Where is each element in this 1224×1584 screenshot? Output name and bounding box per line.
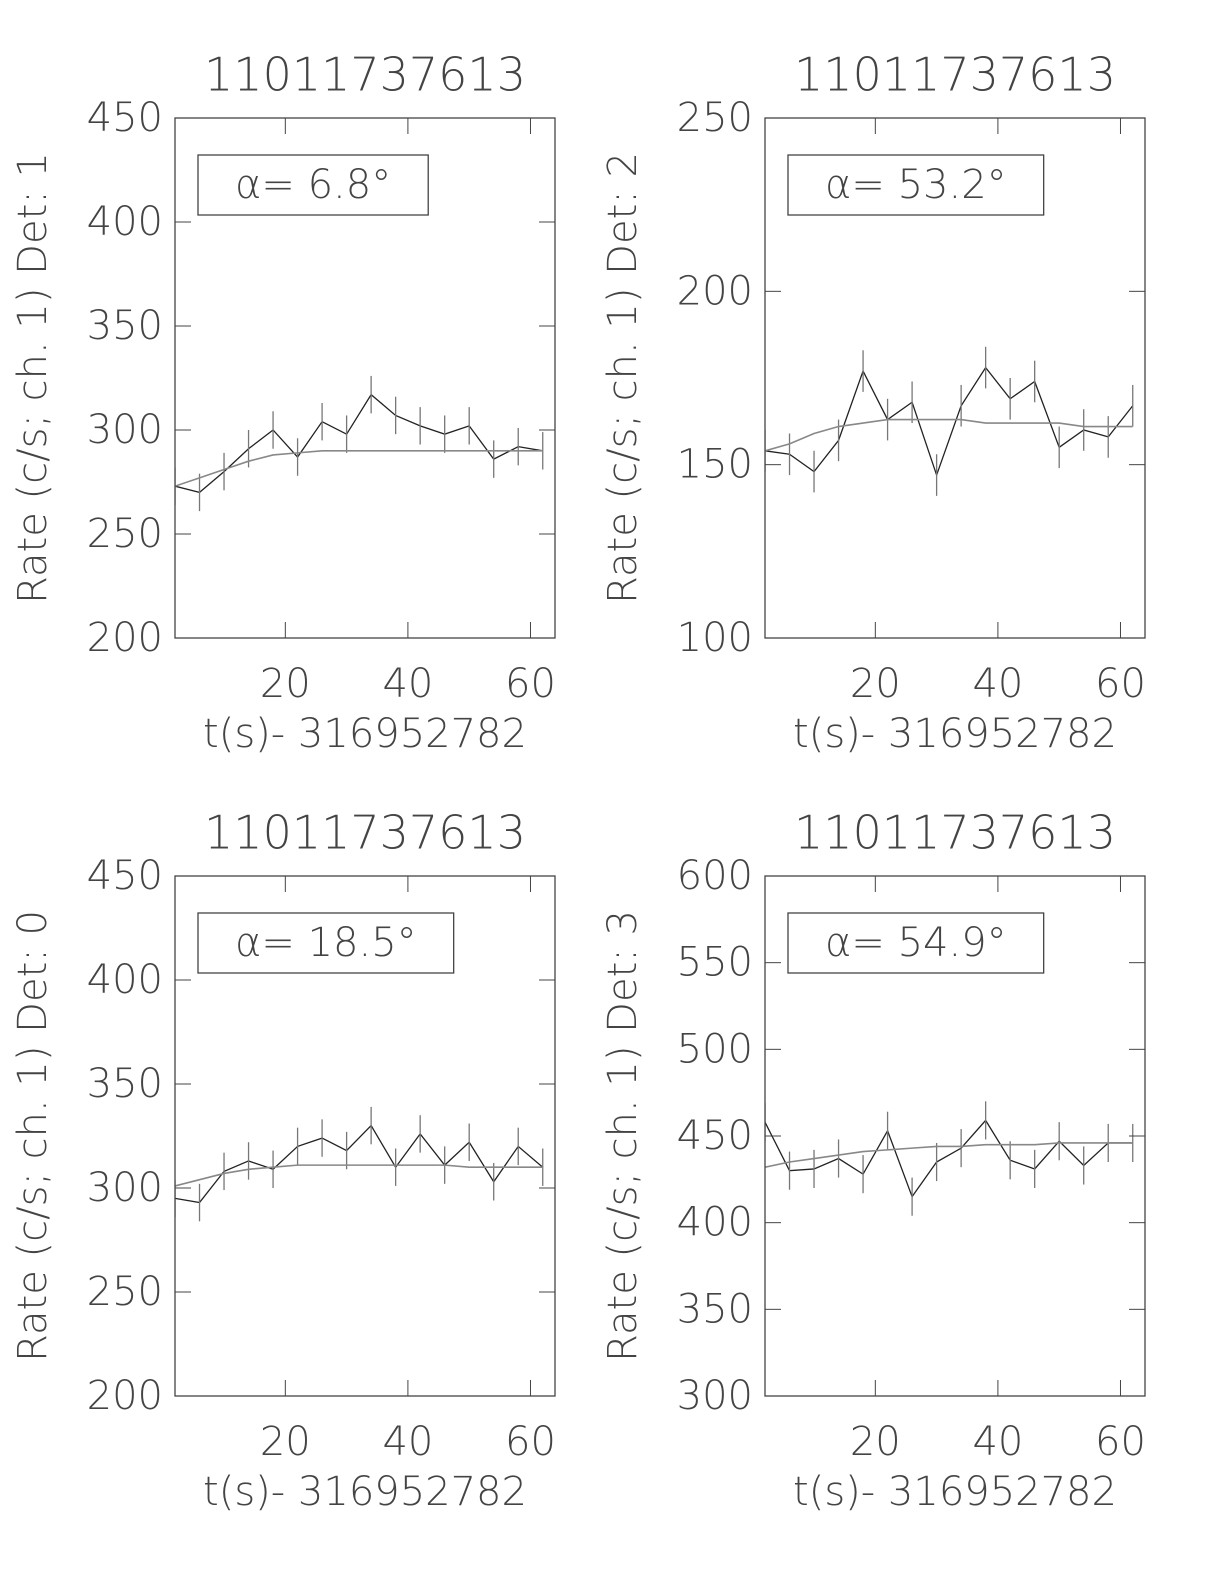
y-tick-label: 200 bbox=[87, 615, 163, 661]
plot-area bbox=[765, 346, 1134, 496]
x-tick-label: 20 bbox=[260, 1419, 311, 1465]
annotation: α= 18.5° bbox=[235, 920, 417, 966]
data-line bbox=[175, 393, 543, 494]
chart-title: 11011737613 bbox=[204, 806, 526, 860]
x-tick-label: 60 bbox=[1095, 661, 1146, 707]
y-tick-label: 250 bbox=[87, 511, 163, 557]
chart-title: 11011737613 bbox=[204, 48, 526, 102]
x-axis-label: t(s)- 316952782 bbox=[793, 1469, 1117, 1515]
model-line bbox=[175, 450, 543, 487]
panel: 20 40 60 300 350 400 450 500 550 600 11011737613 t(… bbox=[600, 806, 1146, 1516]
y-tick-label: 450 bbox=[87, 853, 163, 899]
panel: 20 40 60 100 150 200 250 11011737613 t(s)- 31695… bbox=[600, 48, 1146, 758]
data-line bbox=[765, 366, 1134, 478]
x-axis-label: t(s)- 316952782 bbox=[203, 711, 527, 757]
y-tick-label: 200 bbox=[677, 268, 753, 314]
x-tick-label: 60 bbox=[505, 1419, 556, 1465]
panel: 20 40 60 200 250 300 350 400 450 11011737613 t(s)-… bbox=[10, 806, 556, 1516]
y-tick-label: 250 bbox=[677, 95, 753, 141]
y-tick-label: 400 bbox=[87, 957, 163, 1003]
x-tick-label: 20 bbox=[850, 661, 901, 707]
x-tick-label: 60 bbox=[1095, 1419, 1146, 1465]
y-axis-label: Rate (c/s; ch. 1) Det: 0 bbox=[10, 910, 56, 1362]
x-tick-label: 40 bbox=[382, 661, 433, 707]
data-line bbox=[175, 1124, 544, 1204]
x-tick-label: 60 bbox=[505, 661, 556, 707]
y-tick-label: 600 bbox=[677, 853, 753, 899]
model-line bbox=[765, 418, 1133, 452]
y-tick-label: 350 bbox=[677, 1286, 753, 1332]
annotation-box bbox=[197, 154, 429, 216]
y-tick-label: 100 bbox=[677, 615, 753, 661]
y-axis-label: Rate (c/s; ch. 1) Det: 3 bbox=[600, 910, 646, 1362]
annotation: α= 54.9° bbox=[825, 920, 1007, 966]
y-tick-label: 350 bbox=[87, 1061, 163, 1107]
y-tick-label: 400 bbox=[677, 1200, 753, 1246]
x-tick-label: 20 bbox=[850, 1419, 901, 1465]
chart-title: 11011737613 bbox=[794, 806, 1116, 860]
x-tick-label: 40 bbox=[382, 1419, 433, 1465]
x-tick-label: 40 bbox=[972, 661, 1023, 707]
x-tick-label: 20 bbox=[260, 661, 311, 707]
annotation-box bbox=[787, 912, 1045, 974]
axes-frame bbox=[764, 117, 1146, 639]
y-tick-label: 300 bbox=[87, 407, 163, 453]
y-tick-label: 400 bbox=[87, 199, 163, 245]
y-tick-label: 200 bbox=[87, 1373, 163, 1419]
y-axis-label: Rate (c/s; ch. 1) Det: 1 bbox=[10, 152, 56, 604]
y-tick-label: 550 bbox=[677, 940, 753, 986]
y-tick-label: 150 bbox=[677, 442, 753, 488]
x-axis-label: t(s)- 316952782 bbox=[793, 711, 1117, 757]
data-line bbox=[765, 1119, 1133, 1199]
axes-frame bbox=[174, 117, 556, 639]
y-tick-label: 350 bbox=[87, 303, 163, 349]
x-tick-label: 40 bbox=[972, 1419, 1023, 1465]
y-tick-label: 500 bbox=[677, 1026, 753, 1072]
y-tick-label: 300 bbox=[677, 1373, 753, 1419]
plot-area bbox=[765, 1101, 1134, 1216]
annotation-box bbox=[787, 154, 1045, 216]
plot-area bbox=[175, 1106, 544, 1222]
y-tick-label: 450 bbox=[87, 95, 163, 141]
y-tick-label: 250 bbox=[87, 1269, 163, 1315]
x-axis-label: t(s)- 316952782 bbox=[203, 1469, 527, 1515]
annotation-box bbox=[197, 912, 455, 974]
model-line bbox=[175, 1164, 543, 1187]
annotation: α= 6.8° bbox=[235, 162, 391, 208]
plot-area bbox=[175, 375, 544, 512]
y-tick-label: 300 bbox=[87, 1165, 163, 1211]
axes-frame bbox=[174, 875, 556, 1397]
chart-title: 11011737613 bbox=[794, 48, 1116, 102]
annotation: α= 53.2° bbox=[825, 162, 1007, 208]
panel: 20 40 60 200 250 300 350 400 450 11011737613 t(s)-… bbox=[10, 48, 556, 758]
model-line bbox=[765, 1142, 1133, 1168]
y-axis-label: Rate (c/s; ch. 1) Det: 2 bbox=[600, 152, 646, 604]
y-tick-label: 450 bbox=[677, 1113, 753, 1159]
